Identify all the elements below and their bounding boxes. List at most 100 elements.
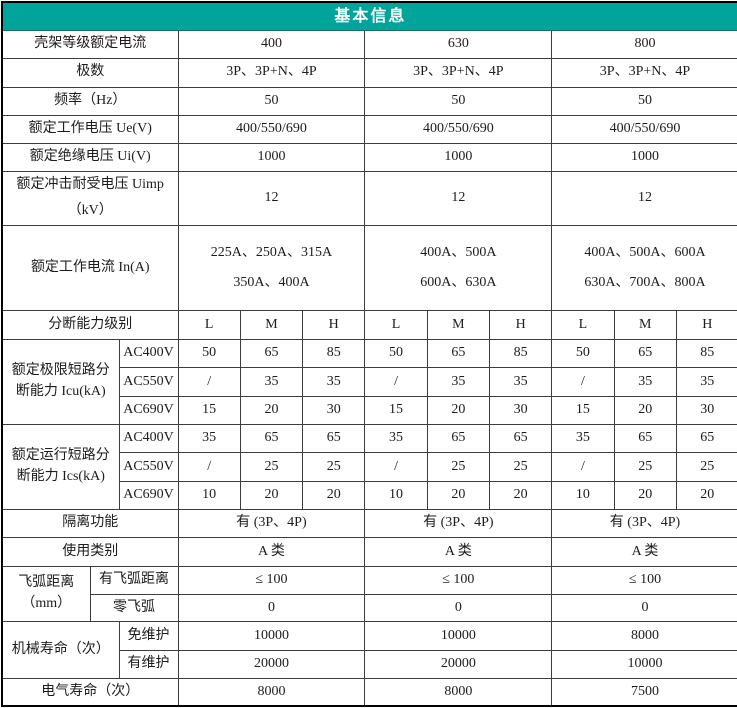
table-row: 电气寿命（次） 8000 8000 7500	[1, 677, 737, 707]
value-cell: 85	[488, 338, 553, 368]
row-label-in-current: 额定工作电流 In(A)	[1, 224, 179, 311]
value-cell: 35	[177, 423, 241, 453]
value-cell: 20	[426, 480, 490, 510]
table-row: 机械寿命（次） 免维护 10000 10000 8000	[1, 620, 737, 679]
row-label-breaking-class: 分断能力级别	[1, 309, 179, 340]
row-label-frequency: 频率（Hz）	[1, 86, 179, 116]
value-cell: /	[551, 451, 615, 482]
value-cell: /	[551, 366, 615, 397]
value-cell: L	[551, 309, 615, 340]
value-cell: A 类	[177, 536, 366, 567]
value-cell: 800	[551, 29, 737, 59]
value-cell: 10000	[177, 620, 366, 651]
value-cell: 50	[551, 86, 737, 116]
value-cell: 0	[551, 593, 737, 622]
row-label-icu: 额定极限短路分 断能力 Icu(kA)	[1, 338, 120, 425]
row-label-ue: 额定工作电压 Ue(V)	[1, 114, 179, 144]
value-cell: /	[177, 366, 241, 397]
row-label-ics: 额定运行短路分 断能力 Ics(kA)	[1, 423, 120, 510]
row-label-uimp: 额定冲击耐受电压 Uimp （kV）	[1, 170, 179, 226]
value-cell: 10000	[551, 649, 737, 679]
value-cell: 65	[426, 338, 490, 368]
value-cell: 有 (3P、4P)	[364, 508, 553, 538]
table-row: AC550V / 25 25 / 25 25 / 25 25	[2, 451, 737, 482]
table-row: 额定绝缘电压 Ui(V) 1000 1000 1000	[1, 142, 737, 172]
value-cell: ≤ 100	[177, 565, 366, 595]
value-cell: 25	[302, 451, 366, 482]
value-cell: 15	[177, 395, 241, 425]
value-cell: 3P、3P+N、4P	[551, 57, 737, 88]
sub-label: AC690V	[118, 395, 179, 425]
table-row: 额定极限短路分 断能力 Icu(kA) AC400V 50 65 85 50 6…	[1, 338, 737, 425]
value-cell: M	[239, 309, 304, 340]
value-cell: A 类	[364, 536, 553, 567]
value-cell: /	[364, 451, 428, 482]
value-cell: 12	[364, 170, 553, 226]
value-cell: 25	[675, 451, 737, 482]
table-row: 极数 3P、3P+N、4P 3P、3P+N、4P 3P、3P+N、4P	[1, 57, 737, 88]
row-label-isolation: 隔离功能	[1, 508, 179, 538]
value-cell: 10	[551, 480, 615, 510]
value-cell: 1000	[551, 142, 737, 172]
table-row: 频率（Hz） 50 50 50	[1, 86, 737, 116]
table-row: AC550V / 35 35 / 35 35 / 35 35	[2, 366, 737, 397]
table-row: 零飞弧 0 0 0	[2, 593, 737, 622]
row-label-utilization: 使用类别	[1, 536, 179, 567]
value-cell: ≤ 100	[364, 565, 553, 595]
value-cell: 35	[364, 423, 428, 453]
value-cell: 有 (3P、4P)	[551, 508, 737, 538]
value-cell: 25	[239, 451, 304, 482]
value-cell: 630	[364, 29, 553, 59]
value-cell: 85	[302, 338, 366, 368]
value-cell: 1000	[364, 142, 553, 172]
value-cell: 65	[239, 338, 304, 368]
row-label-poles: 极数	[1, 57, 179, 88]
value-cell: L	[177, 309, 241, 340]
table-row: 分断能力级别 L M H L M H L M H	[1, 309, 737, 340]
value-cell: 15	[551, 395, 615, 425]
value-cell: 35	[675, 366, 737, 397]
value-cell: 20000	[364, 649, 553, 679]
value-cell: /	[177, 451, 241, 482]
value-cell: M	[426, 309, 490, 340]
value-cell: 20000	[177, 649, 366, 679]
table-row: 额定冲击耐受电压 Uimp （kV） 12 12 12	[1, 170, 737, 226]
table-row: 额定工作电压 Ue(V) 400/550/690 400/550/690 400…	[1, 114, 737, 144]
value-cell: 400	[177, 29, 366, 59]
value-cell: 8000	[177, 677, 366, 707]
value-cell: 35	[613, 366, 677, 397]
table-row: 壳架等级额定电流 400 630 800	[1, 29, 737, 59]
value-cell: 50	[364, 338, 428, 368]
value-cell: 35	[426, 366, 490, 397]
value-cell: 25	[488, 451, 553, 482]
value-cell: /	[364, 366, 428, 397]
value-cell: 3P、3P+N、4P	[364, 57, 553, 88]
table-title: 基本信息	[1, 1, 737, 31]
table-row: 额定运行短路分 断能力 Ics(kA) AC400V 35 65 65 35 6…	[1, 423, 737, 510]
value-cell: 8000	[364, 677, 553, 707]
value-cell: 10000	[364, 620, 553, 651]
row-label-ui: 额定绝缘电压 Ui(V)	[1, 142, 179, 172]
value-cell: M	[613, 309, 677, 340]
value-cell: 65	[613, 423, 677, 453]
value-cell: 35	[302, 366, 366, 397]
value-cell: 65	[302, 423, 366, 453]
value-cell: 20	[302, 480, 366, 510]
value-cell: 30	[488, 395, 553, 425]
value-cell: 400/550/690	[551, 114, 737, 144]
value-cell: 20	[426, 395, 490, 425]
row-label-mech-life: 机械寿命（次）	[1, 620, 120, 679]
value-cell: 65	[239, 423, 304, 453]
value-cell: ≤ 100	[551, 565, 737, 595]
value-cell: 12	[551, 170, 737, 226]
sub-label: 零飞弧	[89, 593, 179, 622]
row-label-frame-current: 壳架等级额定电流	[1, 29, 179, 59]
value-cell: 3P、3P+N、4P	[177, 57, 366, 88]
sub-label: 有飞弧距离	[89, 565, 179, 595]
value-cell: 50	[551, 338, 615, 368]
sub-label: 免维护	[118, 620, 179, 651]
table-row: 有维护 20000 20000 10000	[2, 649, 737, 679]
value-cell: 8000	[551, 620, 737, 651]
value-cell: 0	[177, 593, 366, 622]
table-row: 使用类别 A 类 A 类 A 类	[1, 536, 737, 567]
